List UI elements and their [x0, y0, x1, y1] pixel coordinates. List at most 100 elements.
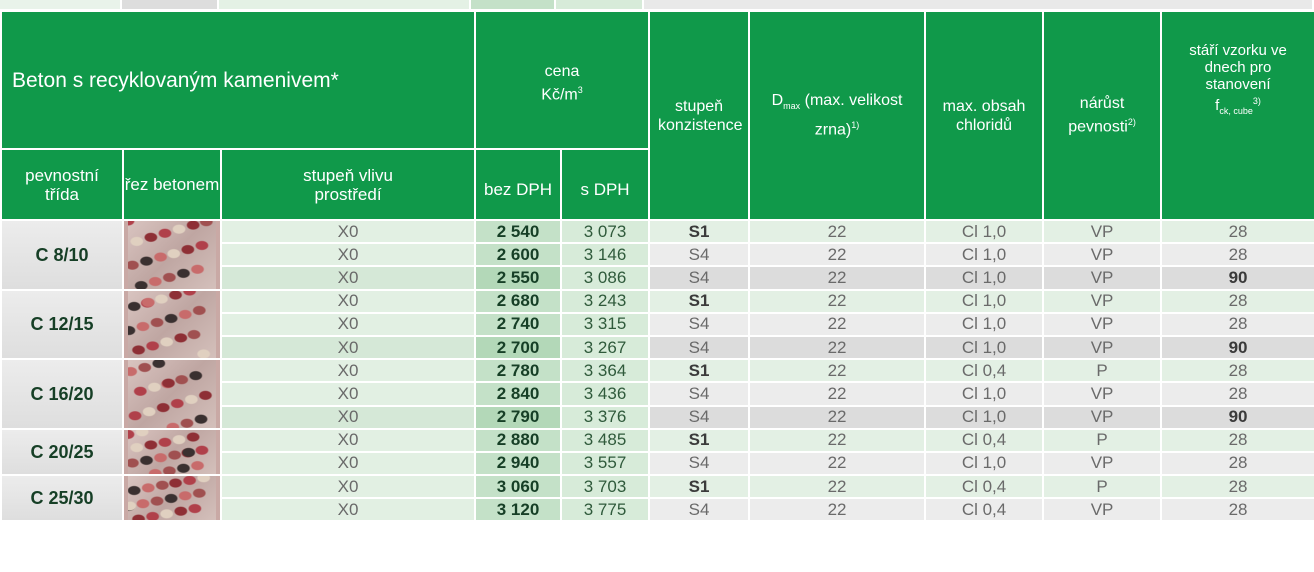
- table-cell: Cl 1,0: [925, 220, 1043, 243]
- table-cell: VP: [1043, 382, 1161, 405]
- table-cell: S4: [649, 382, 749, 405]
- table-cell: 2 840: [475, 382, 561, 405]
- speckle: [128, 360, 216, 428]
- table-cell: 90: [1161, 406, 1314, 429]
- table-cell: X0: [221, 382, 475, 405]
- table-cell: X0: [221, 498, 475, 521]
- table-cell: 3 086: [561, 266, 649, 289]
- speckle: [128, 291, 216, 359]
- table-cell: 2 540: [475, 220, 561, 243]
- table-cell: 3 557: [561, 452, 649, 475]
- table-row: C 16/20X02 7803 364S122Cl 0,4P28: [1, 359, 1314, 382]
- dmax-note: 1): [851, 120, 859, 130]
- table-cell: Cl 1,0: [925, 266, 1043, 289]
- table-cell: Cl 1,0: [925, 290, 1043, 313]
- table-cell: Cl 1,0: [925, 382, 1043, 405]
- table-cell: Cl 1,0: [925, 243, 1043, 266]
- age-sub: ck, cube: [1219, 106, 1253, 116]
- table-cell: 22: [749, 290, 925, 313]
- table-cell: X0: [221, 475, 475, 498]
- table-cell: VP: [1043, 243, 1161, 266]
- table-cell: P: [1043, 429, 1161, 452]
- table-cell: 3 060: [475, 475, 561, 498]
- table-cell: 28: [1161, 359, 1314, 382]
- table-cell: X0: [221, 290, 475, 313]
- table-cell: 28: [1161, 475, 1314, 498]
- table-cell: VP: [1043, 336, 1161, 359]
- table-cell: 3 243: [561, 290, 649, 313]
- table-cell: S4: [649, 498, 749, 521]
- age-header: stáří vzorku ve dnech pro stanovení fck,…: [1161, 11, 1314, 220]
- table-cell: 3 120: [475, 498, 561, 521]
- table-cell: Cl 0,4: [925, 429, 1043, 452]
- chlorides-header: max. obsah chloridů: [925, 11, 1043, 220]
- page: Beton s recyklovaným kamenivem* cena Kč/…: [0, 0, 1314, 572]
- table-cell: 2 940: [475, 452, 561, 475]
- price-label: cena: [545, 63, 580, 80]
- header-text: nárůst pevnosti: [1068, 95, 1128, 135]
- table-cell: X0: [221, 429, 475, 452]
- table-cell: 3 315: [561, 313, 649, 336]
- table-cell: S1: [649, 220, 749, 243]
- price-unit: Kč/m: [541, 86, 577, 103]
- header-text: max. obsah chloridů: [926, 97, 1042, 135]
- header-text: stupeň vlivu prostředí: [222, 166, 474, 204]
- age-note: 3): [1253, 96, 1261, 106]
- speckle: [128, 221, 216, 289]
- table-cell: 2 790: [475, 406, 561, 429]
- exposure-header: stupeň vlivu prostředí: [221, 149, 475, 220]
- table-cell: 3 376: [561, 406, 649, 429]
- table-cell: 3 073: [561, 220, 649, 243]
- table-row: C 8/10X02 5403 073S122Cl 1,0VP28: [1, 220, 1314, 243]
- table-cell: 22: [749, 475, 925, 498]
- cut-off-row: [0, 0, 1314, 10]
- table-cell: VP: [1043, 406, 1161, 429]
- table-cell: VP: [1043, 313, 1161, 336]
- strength-header: nárůst pevnosti2): [1043, 11, 1161, 220]
- table-cell: 28: [1161, 313, 1314, 336]
- table-cell: 2 550: [475, 266, 561, 289]
- table-cell: 22: [749, 498, 925, 521]
- table-cell: 28: [1161, 220, 1314, 243]
- concrete-section-image: [123, 359, 221, 429]
- concrete-section-image: [123, 220, 221, 290]
- table-cell: VP: [1043, 220, 1161, 243]
- dmax-sub: max: [783, 101, 800, 111]
- table-cell: 28: [1161, 290, 1314, 313]
- table-cell: 22: [749, 452, 925, 475]
- table-cell: S1: [649, 359, 749, 382]
- table-cell: S1: [649, 475, 749, 498]
- table-cell: X0: [221, 359, 475, 382]
- table-cell: 2 700: [475, 336, 561, 359]
- table-cell: VP: [1043, 498, 1161, 521]
- table-cell: 22: [749, 243, 925, 266]
- table-cell: Cl 1,0: [925, 452, 1043, 475]
- table-cell: Cl 0,4: [925, 498, 1043, 521]
- strength-class: C 16/20: [1, 359, 123, 429]
- table-cell: 22: [749, 220, 925, 243]
- table-cell: X0: [221, 336, 475, 359]
- dmax-symbol: D: [772, 92, 784, 109]
- concrete-section-image: [123, 290, 221, 360]
- table-cell: 3 436: [561, 382, 649, 405]
- table-cell: S4: [649, 406, 749, 429]
- table-cell: VP: [1043, 452, 1161, 475]
- table-cell: 3 267: [561, 336, 649, 359]
- class-header: pevnostní třída: [1, 149, 123, 220]
- table-cell: 2 880: [475, 429, 561, 452]
- dmax-text: (max. velikost zrna): [800, 92, 902, 139]
- table-cell: 22: [749, 359, 925, 382]
- table-cell: 3 485: [561, 429, 649, 452]
- table-cell: X0: [221, 406, 475, 429]
- table-cell: P: [1043, 475, 1161, 498]
- table-cell: 22: [749, 266, 925, 289]
- table-title: Beton s recyklovaným kamenivem*: [1, 11, 475, 149]
- table-cell: 2 680: [475, 290, 561, 313]
- table-cell: S1: [649, 429, 749, 452]
- strength-class: C 20/25: [1, 429, 123, 475]
- table-cell: 28: [1161, 498, 1314, 521]
- header-text: stáří vzorku ve dnech pro stanovení: [1189, 42, 1287, 93]
- strength-class: C 25/30: [1, 475, 123, 521]
